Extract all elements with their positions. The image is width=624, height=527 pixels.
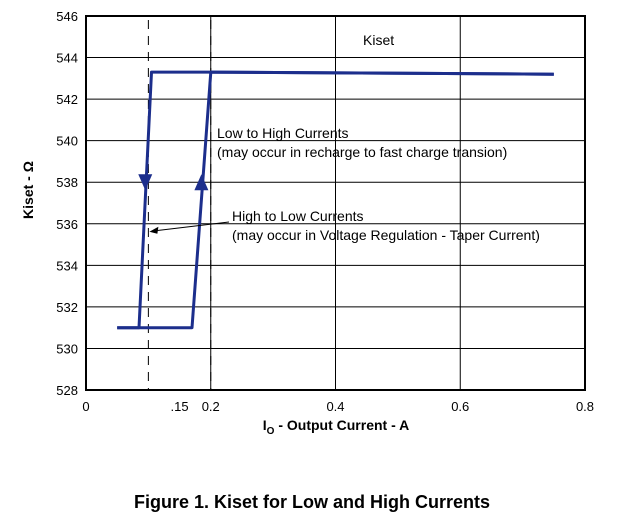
y-tick-label-528: 528 [56, 383, 78, 398]
annotation-high-low-line2: (may occur in Voltage Regulation - Taper… [232, 227, 540, 243]
grid [86, 16, 585, 390]
series-line-high-to-low [117, 70, 554, 330]
x-axis-title-main: I [263, 417, 267, 433]
x-tick-label-.15: .15 [171, 399, 189, 414]
tick-labels: 528 530 532 534 536 538 540 542 544 546 0 .15 0.2 0.4… [56, 9, 594, 414]
y-tick-label-536: 536 [56, 217, 78, 232]
figure-caption: Figure 1. Kiset for Low and High Current… [133, 492, 491, 512]
axes [85, 15, 586, 391]
y-tick-label-542: 542 [56, 92, 78, 107]
y-tick-label-546: 546 [56, 9, 78, 24]
annotation-low-high-line1: Low to High Currents [217, 125, 349, 141]
y-axis-title: Kiset - Ω [20, 161, 36, 219]
chart-title: Kiset [363, 32, 394, 48]
x-tick-label-0: 0 [82, 399, 89, 414]
x-axis-title: IO - Output Current - A [263, 417, 409, 437]
x-tick-label-0.2: 0.2 [202, 399, 220, 414]
y-tick-label-530: 530 [56, 341, 78, 356]
plot-frame [85, 15, 586, 391]
kiset-chart: 528 530 532 534 536 538 540 542 544 546 0 .15 0.2 0.4… [20, 9, 594, 437]
y-tick-label-534: 534 [56, 258, 78, 273]
leader-line [155, 221, 230, 232]
x-tick-label-0.8: 0.8 [576, 399, 594, 414]
annotation-low-high-line2: (may occur in recharge to fast charge tr… [217, 144, 507, 160]
leader-arrowhead [149, 226, 159, 234]
x-axis-title-subscript: O [267, 426, 275, 437]
x-tick-label-0.4: 0.4 [326, 399, 344, 414]
y-tick-label-532: 532 [56, 300, 78, 315]
annotation-high-low-line1: High to Low Currents [232, 208, 364, 224]
arrow-marker-up [194, 174, 209, 191]
annotation-leader [149, 221, 230, 234]
y-tick-label-544: 544 [56, 51, 78, 66]
series-layer [117, 70, 554, 330]
y-tick-label-540: 540 [56, 134, 78, 149]
y-tick-label-538: 538 [56, 175, 78, 190]
arrow-marker-down [138, 174, 153, 191]
x-axis-title-rest: - Output Current - A [274, 417, 409, 433]
x-tick-label-0.6: 0.6 [451, 399, 469, 414]
